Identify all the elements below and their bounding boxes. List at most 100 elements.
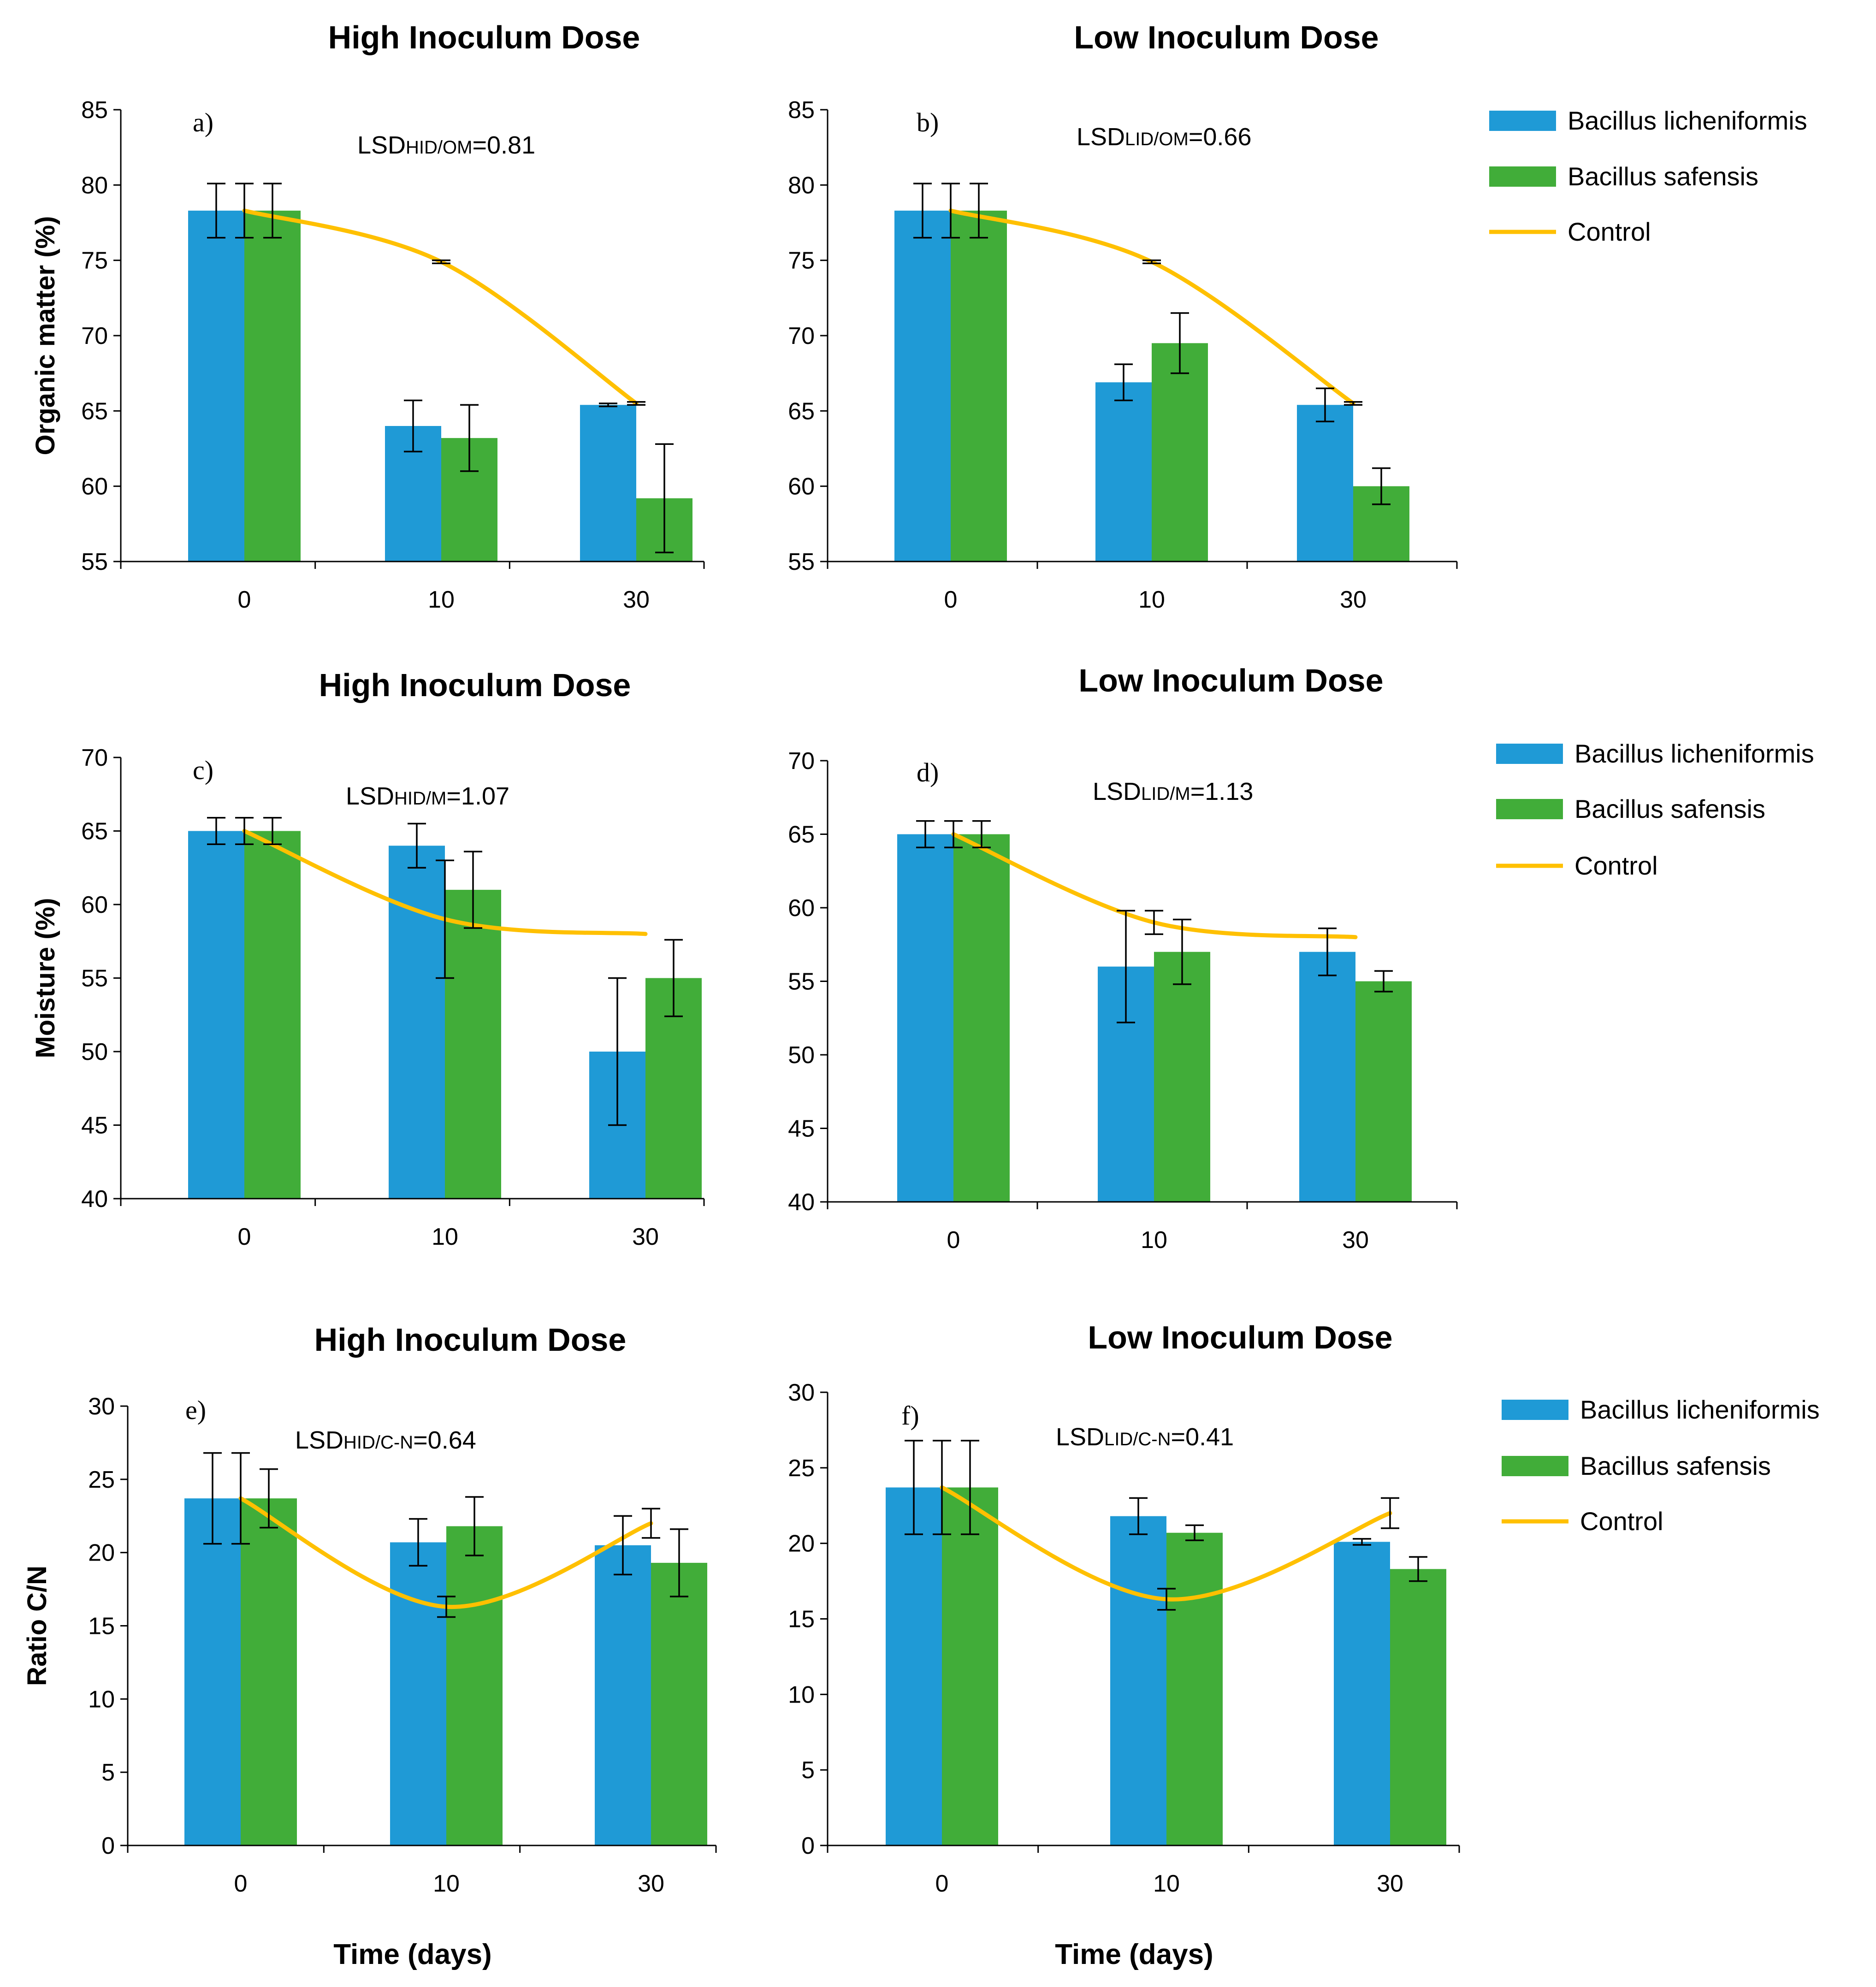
control-line [242,208,639,406]
bar-licheniformis-day-10 [1095,382,1152,562]
y-tick-label: 10 [788,1681,815,1708]
bar-safensis-day-0 [244,831,301,1199]
x-tick-label: 0 [944,586,958,613]
lsd-annotation: LSDLID/M=1.13 [1093,778,1253,805]
bar-licheniformis-day-30 [1299,952,1355,1202]
chart-panel-1: High Inoculum Dose 55 60 65 70 75 80 85 Organic … [30,19,705,613]
legend-label: Control [1580,1507,1663,1536]
lsd-subscript: HID/C-N [343,1432,413,1453]
legend-label: Control [1574,851,1658,880]
lsd-subscript: HID/OM [406,137,472,158]
chart-title: Low Inoculum Dose [1088,1319,1392,1355]
legend-swatch-licheniformis [1502,1400,1568,1420]
x-axis-label: Time (days) [333,1939,491,1970]
x-axis-label: Time (days) [1055,1939,1213,1970]
lsd-annotation: LSDLID/OM=0.66 [1077,123,1251,151]
y-tick-label: 65 [788,398,815,425]
bar-licheniformis-day-0 [184,1498,241,1845]
y-tick-label: 65 [788,822,815,848]
bar-licheniformis-day-0 [188,210,244,562]
panel-letter: e) [185,1395,206,1425]
y-tick-label: 5 [801,1757,815,1784]
legend-swatch-licheniformis [1489,111,1556,131]
y-tick-label: 30 [788,1379,815,1406]
y-tick-label: 20 [788,1531,815,1557]
x-tick-label: 0 [238,586,251,613]
lsd-value: =1.07 [446,782,509,810]
x-tick-label: 10 [1153,1870,1180,1897]
legend-3: Bacillus licheniformis Bacillus safensis C… [1502,1395,1820,1536]
x-tick-label: 30 [1340,586,1367,613]
chart-title: Low Inoculum Dose [1078,662,1383,698]
bar-licheniformis-day-30 [1297,405,1353,562]
y-axis-label: Moisture (%) [30,898,60,1059]
y-tick-label: 70 [788,748,815,775]
y-tick-label: 55 [81,549,108,575]
lsd-value: =1.13 [1190,778,1254,805]
y-axis-label: Organic matter (%) [30,216,60,455]
bar-licheniformis-day-30 [595,1545,651,1845]
panel-letter: d) [917,757,939,787]
y-tick-label: 60 [81,473,108,500]
y-tick-label: 55 [788,549,815,575]
chart-title: High Inoculum Dose [314,1322,627,1358]
y-tick-label: 30 [88,1393,115,1420]
y-tick-label: 70 [788,323,815,349]
y-tick-label: 60 [788,473,815,500]
chart-panel-3: High Inoculum Dose 40 45 50 55 60 65 70 Moisture… [30,667,705,1250]
chart-panel-6: Low Inoculum Dose 0 5 10 15 20 25 30 0 10 30 f) LSDL… [788,1319,1460,1970]
legend-label: Bacillus licheniformis [1574,739,1814,768]
bar-safensis-day-0 [951,210,1007,562]
lsd-prefix: LSD [1093,778,1141,805]
panel-letter: c) [193,755,213,785]
chart-title: High Inoculum Dose [328,19,640,55]
chart-title: High Inoculum Dose [319,667,631,703]
lsd-annotation: LSDHID/C-N=0.64 [295,1426,476,1454]
y-tick-label: 85 [81,97,108,124]
x-tick-label: 0 [947,1227,960,1254]
bar-safensis-day-0 [953,834,1010,1202]
lsd-prefix: LSD [357,131,406,159]
x-tick-label: 10 [433,1870,460,1897]
legend-swatch-safensis [1496,799,1563,819]
y-tick-label: 75 [81,248,108,274]
bar-safensis-day-30 [1355,981,1412,1202]
chart-panel-5: High Inoculum Dose 0 5 10 15 20 25 30 Ratio C/N 0… [22,1322,717,1970]
y-tick-label: 45 [81,1112,108,1139]
x-tick-label: 30 [632,1224,659,1250]
x-tick-label: 30 [1342,1227,1369,1254]
bar-licheniformis-day-10 [1110,1516,1166,1845]
y-tick-label: 15 [788,1606,815,1633]
y-axis-label: Ratio C/N [22,1566,52,1686]
legend-1: Bacillus licheniformis Bacillus safensis C… [1489,106,1807,246]
bar-safensis-day-10 [446,1526,503,1845]
y-tick-label: 60 [788,895,815,922]
y-tick-label: 20 [88,1540,115,1567]
x-tick-label: 30 [1377,1870,1403,1897]
bar-safensis-day-10 [1154,952,1210,1202]
x-tick-label: 0 [238,1224,251,1250]
panel-letter: b) [917,107,939,137]
legend-label: Bacillus licheniformis [1580,1395,1820,1424]
panel-letter: a) [193,107,213,137]
x-tick-label: 10 [1138,586,1165,613]
bar-licheniformis-day-0 [188,831,244,1199]
y-tick-label: 5 [101,1759,115,1786]
y-tick-label: 50 [788,1042,815,1069]
chart-title: Low Inoculum Dose [1074,19,1379,55]
legend-label: Bacillus licheniformis [1568,106,1807,135]
y-tick-label: 55 [788,969,815,995]
y-tick-label: 0 [101,1833,115,1859]
chart-panel-4: Low Inoculum Dose 40 45 50 55 60 65 70 0 10 30 d) LS… [788,662,1458,1254]
bar-licheniformis-day-30 [580,405,636,562]
lsd-subscript: LID/OM [1125,129,1189,149]
bar-safensis-day-30 [651,1562,707,1845]
y-tick-label: 50 [81,1039,108,1065]
legend-swatch-safensis [1502,1456,1568,1476]
bar-safensis-day-0 [244,210,301,562]
legend-label: Bacillus safensis [1580,1451,1771,1480]
lsd-prefix: LSD [1077,123,1125,151]
legend-label: Bacillus safensis [1574,794,1765,823]
y-tick-label: 60 [81,892,108,918]
